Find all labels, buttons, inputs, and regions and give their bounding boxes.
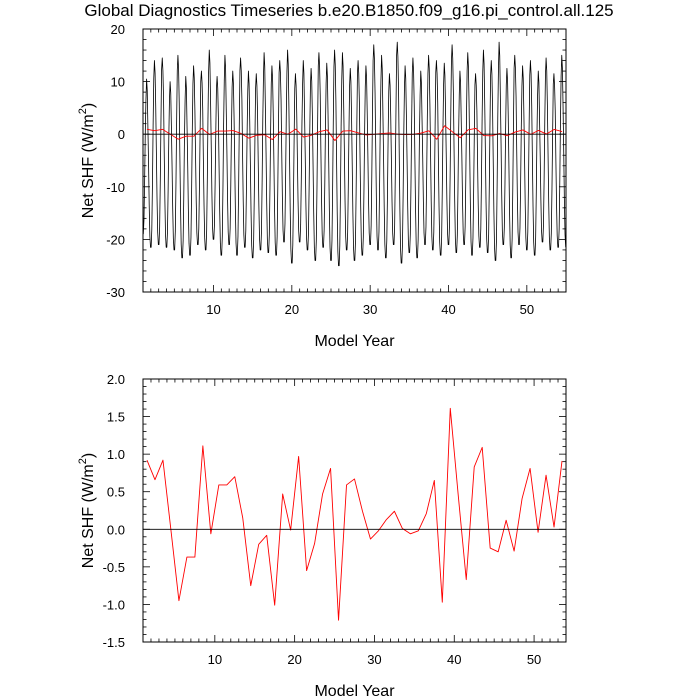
bottom-panel-annual-net-shf: 10 20 30 40 50 -1.5 -1.0 -0.5 0.0 0.5 1.0 1.5 2.0 Mod… [77,372,567,700]
x-tick-label: 30 [363,302,377,317]
y-tick-label: 0.5 [107,485,125,500]
x-tick-label: 10 [208,652,222,667]
y-axis-label: Net SHF (W/m2) [77,453,97,568]
x-tick-label: 50 [520,302,534,317]
x-axis-label: Model Year [314,333,395,350]
y-tick-label: 1.0 [107,447,125,462]
figure-title: Global Diagnostics Timeseries b.e20.B185… [84,1,613,20]
x-axis-label: Model Year [314,683,395,700]
y-tick-label: 20 [111,22,125,37]
x-tick-label: 20 [287,652,301,667]
y-tick-label: 0 [118,127,125,142]
y-axis-label: Net SHF (W/m2) [77,103,97,218]
x-tick-label: 40 [447,652,461,667]
y-tick-label: -10 [106,180,125,195]
y-tick-label: 1.5 [107,410,125,425]
x-tick-label: 30 [367,652,381,667]
top-panel-monthly-net-shf: 10 20 30 40 50 -30 -20 -10 0 10 20 Model Year Net SH… [77,22,567,350]
monthly-series-line [143,41,566,267]
y-tick-label: -1.0 [103,597,125,612]
y-tick-label: 0.0 [107,522,125,537]
y-tick-label: 10 [111,75,125,90]
x-tick-label: 20 [285,302,299,317]
y-tick-label: -30 [106,285,125,300]
x-tick-label: 40 [441,302,455,317]
annual-mean-series-line [146,407,563,621]
y-tick-label: 2.0 [107,372,125,387]
y-tick-label: -1.5 [103,635,125,650]
x-tick-label: 50 [527,652,541,667]
x-tick-label: 10 [206,302,220,317]
y-tick-label: -20 [106,232,125,247]
annual-mean-series-line [146,125,563,142]
y-tick-label: -0.5 [103,560,125,575]
plot-frame [142,378,567,643]
